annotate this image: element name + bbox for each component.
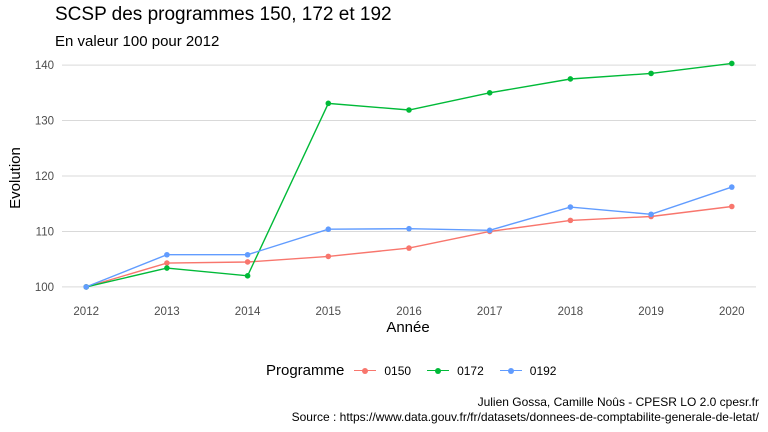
- legend-key-0150: [352, 364, 378, 378]
- legend-items: 0150 0172 0192: [352, 364, 570, 378]
- x-tick-label-2017: 2017: [477, 306, 503, 318]
- point-0150-2018: [567, 217, 574, 224]
- series-line-0192: [85, 186, 733, 288]
- legend-item-0172: 0172: [425, 364, 484, 378]
- point-0150-2013: [164, 260, 170, 266]
- point-0172-2020: [728, 60, 735, 67]
- point-0150-2014: [244, 259, 251, 265]
- point-0172-2015: [325, 100, 332, 107]
- y-tick-label-140: 140: [35, 60, 54, 72]
- legend-label-0192: 0192: [529, 363, 557, 378]
- point-0192-2015: [325, 226, 332, 233]
- point-0192-2014: [244, 251, 251, 258]
- y-tick-label-110: 110: [36, 226, 54, 238]
- x-axis-title: Année: [386, 319, 429, 336]
- point-0150-2020: [728, 203, 735, 210]
- x-tick-label-2012: 2012: [73, 306, 99, 318]
- y-axis-title: Evolution: [7, 147, 24, 209]
- x-tick-label-2019: 2019: [638, 306, 664, 318]
- line-chart: 100 110 120 130 140 2012 2013 2014 2015 2016 2017…: [7, 60, 756, 336]
- legend-label-0172: 0172: [457, 363, 484, 378]
- legend: Programme 0150 0172 0192: [266, 362, 570, 379]
- y-axis-ticks: 100 110 120 130 140: [35, 60, 54, 294]
- legend-item-0192: 0192: [498, 363, 557, 378]
- point-0192-2013: [164, 251, 170, 258]
- chart-subtitle: En valeur 100 pour 2012: [55, 33, 220, 50]
- x-tick-label-2016: 2016: [396, 306, 422, 318]
- caption-credits: Julien Gossa, Camille Noûs - CPESR LO 2.…: [477, 395, 759, 409]
- series-line-0172: [86, 62, 732, 288]
- y-tick-label-130: 130: [35, 116, 54, 128]
- point-0150-2015: [325, 253, 332, 260]
- point-0192-2018: [567, 204, 574, 210]
- x-axis-ticks: 2012 2013 2014 2015 2016 2017 2018 2019 2020: [73, 306, 744, 318]
- series-points: [83, 60, 735, 290]
- point-0192-2016: [406, 225, 412, 232]
- y-tick-label-120: 120: [35, 171, 54, 183]
- point-0192-2020: [728, 184, 735, 190]
- point-0150-2016: [406, 245, 412, 251]
- point-0172-2014: [244, 273, 251, 279]
- point-0172-2016: [406, 107, 412, 113]
- point-0172-2018: [567, 76, 574, 82]
- legend-title: Programme: [266, 362, 345, 379]
- y-tick-label-100: 100: [35, 282, 54, 294]
- point-0172-2013: [164, 265, 170, 271]
- chart-title: SCSP des programmes 150, 172 et 192: [55, 4, 392, 25]
- legend-item-0150: 0150: [352, 364, 411, 378]
- legend-label-0150: 0150: [384, 363, 412, 378]
- x-tick-label-2020: 2020: [719, 306, 745, 318]
- legend-key-0172: [425, 364, 451, 378]
- point-0192-2017: [486, 227, 493, 234]
- point-0172-2017: [486, 90, 493, 96]
- x-tick-label-2018: 2018: [558, 306, 584, 318]
- x-tick-label-2014: 2014: [235, 306, 261, 318]
- legend-key-0192: [498, 364, 524, 378]
- grid-lines: [62, 64, 756, 288]
- point-0192-2012: [83, 284, 90, 290]
- point-0172-2019: [648, 70, 654, 77]
- caption-source: Source : https://www.data.gouv.fr/fr/dat…: [291, 410, 759, 424]
- point-0192-2019: [648, 211, 654, 218]
- x-tick-label-2013: 2013: [154, 306, 180, 318]
- x-tick-label-2015: 2015: [316, 306, 342, 318]
- series-lines: [85, 62, 733, 288]
